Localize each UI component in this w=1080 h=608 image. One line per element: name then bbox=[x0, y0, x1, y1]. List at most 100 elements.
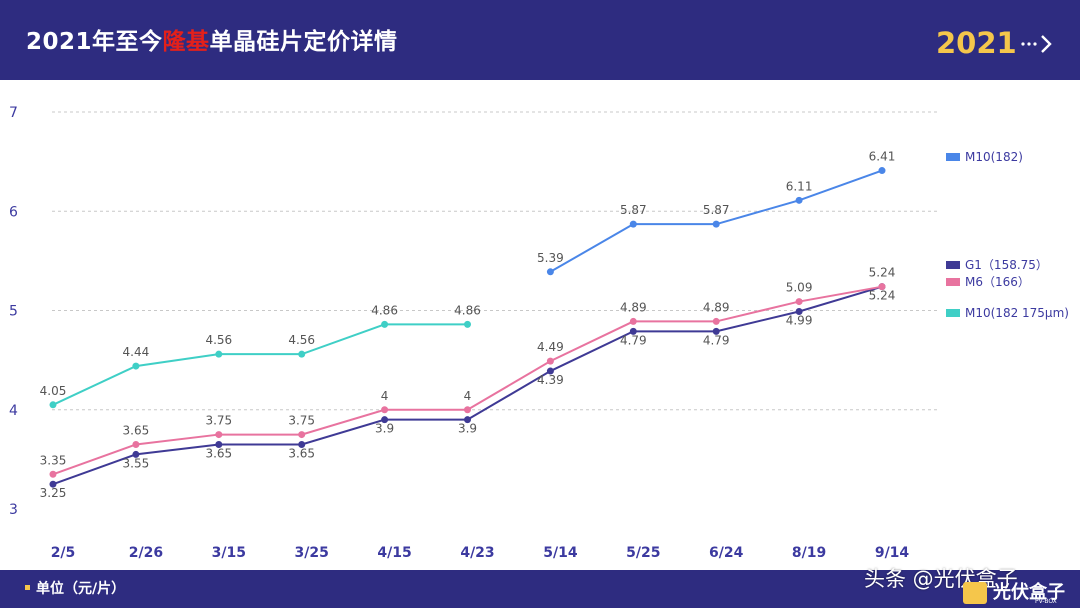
data-point bbox=[712, 317, 720, 325]
year-label: 2021 bbox=[936, 26, 1017, 60]
y-tick-label: 5 bbox=[9, 304, 18, 320]
data-point bbox=[215, 440, 223, 448]
title-highlight: 隆基 bbox=[162, 29, 210, 55]
header-bar bbox=[0, 0, 1080, 80]
data-point bbox=[381, 406, 389, 414]
data-point bbox=[49, 401, 57, 409]
data-point bbox=[298, 350, 306, 358]
data-label: 3.65 bbox=[123, 423, 150, 437]
data-label: 4.79 bbox=[620, 333, 647, 347]
title-pre: 2021年至今 bbox=[26, 29, 163, 55]
data-point bbox=[464, 320, 471, 328]
legend-label: M10(182 175μm) bbox=[965, 306, 1069, 320]
chart-legend: M10(182) G1（158.75） M6（166） M10(182 175μm) bbox=[946, 150, 1069, 320]
x-tick-label: 8/19 bbox=[792, 545, 826, 561]
data-label: 4.56 bbox=[288, 333, 315, 347]
legend-swatch bbox=[946, 278, 960, 286]
data-point bbox=[49, 480, 57, 488]
series-line-3 bbox=[52, 323, 468, 406]
data-point bbox=[381, 320, 389, 328]
logo-badge-icon bbox=[963, 582, 987, 604]
legend-swatch bbox=[946, 309, 960, 317]
data-label: 3.55 bbox=[123, 456, 150, 470]
arrow-right-icon[interactable] bbox=[1020, 34, 1052, 54]
data-point bbox=[795, 196, 803, 204]
data-label: 4.56 bbox=[205, 333, 232, 347]
data-labels: 5.39 5.87 5.87 6.11 6.41 3.25 3.55 3.65 3.65 3.9 3… bbox=[40, 150, 896, 501]
legend-label: G1（158.75） bbox=[965, 258, 1048, 272]
data-label: 3.75 bbox=[205, 414, 232, 428]
data-label: 3.75 bbox=[288, 414, 315, 428]
legend-swatch bbox=[946, 261, 960, 269]
logo-text: 光伏盒子 bbox=[993, 582, 1065, 603]
data-label: 4.86 bbox=[371, 303, 398, 317]
data-label: 4.49 bbox=[537, 340, 564, 354]
x-axis-ticks: 2/5 2/26 3/15 3/25 4/15 4/23 5/14 5/25 6/24 8/19 9… bbox=[51, 545, 910, 561]
data-label: 4.89 bbox=[703, 300, 730, 314]
data-label: 5.87 bbox=[703, 203, 730, 217]
x-tick-label: 5/25 bbox=[626, 545, 660, 561]
data-point bbox=[795, 307, 803, 315]
title-post: 单晶硅片定价详情 bbox=[209, 29, 398, 55]
data-point bbox=[878, 283, 886, 291]
y-tick-label: 7 bbox=[9, 105, 18, 121]
chart-grid bbox=[52, 111, 940, 411]
data-point bbox=[629, 220, 637, 228]
data-label: 4.99 bbox=[786, 313, 813, 327]
data-point bbox=[878, 167, 886, 175]
page-title: 2021年至今隆基单晶硅片定价详情 bbox=[26, 22, 398, 56]
data-label: 6.11 bbox=[786, 179, 813, 193]
data-label: 4.44 bbox=[123, 345, 150, 359]
watermark-text: 头条 @光伏盒子 bbox=[864, 567, 1018, 591]
x-tick-label: 3/25 bbox=[295, 545, 329, 561]
data-label: 6.41 bbox=[869, 150, 896, 164]
data-point bbox=[381, 416, 389, 424]
data-point bbox=[215, 350, 223, 358]
x-tick-label: 4/15 bbox=[377, 545, 411, 561]
data-label: 3.25 bbox=[40, 486, 67, 500]
data-point bbox=[132, 362, 140, 370]
footer-bar bbox=[0, 570, 1080, 608]
data-point bbox=[132, 450, 140, 458]
x-tick-label: 9/14 bbox=[875, 545, 910, 561]
x-tick-label: 3/15 bbox=[212, 545, 246, 561]
logo-subtext: PV-BOX bbox=[1035, 598, 1057, 605]
data-label: 4.05 bbox=[40, 384, 67, 398]
data-label: 3.35 bbox=[40, 453, 67, 467]
data-label: 3.65 bbox=[205, 446, 232, 460]
x-tick-label: 4/23 bbox=[460, 545, 494, 561]
logo: 光伏盒子 PV-BOX bbox=[963, 578, 1067, 606]
data-label: 5.24 bbox=[869, 289, 896, 303]
data-label: 3.9 bbox=[375, 422, 394, 436]
unit-label: 单位（元/片） bbox=[36, 581, 126, 597]
data-point bbox=[629, 327, 637, 335]
chart-series bbox=[49, 167, 886, 488]
data-point bbox=[464, 416, 471, 424]
data-label: 4.39 bbox=[537, 373, 564, 387]
data-point bbox=[464, 406, 471, 414]
y-axis-ticks: 3 4 5 6 7 bbox=[9, 105, 18, 518]
data-point bbox=[795, 298, 803, 306]
legend-label: M6（166） bbox=[965, 275, 1030, 289]
data-label: 5.24 bbox=[869, 266, 896, 280]
data-label: 4.86 bbox=[454, 303, 481, 317]
data-point bbox=[49, 470, 57, 478]
data-point bbox=[629, 317, 637, 325]
y-tick-label: 6 bbox=[9, 204, 18, 220]
x-tick-label: 2/5 bbox=[51, 545, 76, 561]
x-tick-label: 6/24 bbox=[709, 545, 744, 561]
x-tick-label: 2/26 bbox=[129, 545, 163, 561]
data-label: 3.65 bbox=[288, 446, 315, 460]
data-point bbox=[298, 431, 306, 439]
data-point bbox=[546, 268, 554, 276]
legend-label: M10(182) bbox=[965, 150, 1023, 164]
data-point bbox=[712, 220, 720, 228]
y-tick-label: 4 bbox=[9, 403, 18, 419]
data-point bbox=[215, 431, 223, 439]
data-point bbox=[712, 327, 720, 335]
data-point bbox=[546, 357, 554, 365]
data-label: 3.9 bbox=[458, 422, 477, 436]
data-label: 4.79 bbox=[703, 333, 730, 347]
data-label: 5.39 bbox=[537, 251, 564, 265]
